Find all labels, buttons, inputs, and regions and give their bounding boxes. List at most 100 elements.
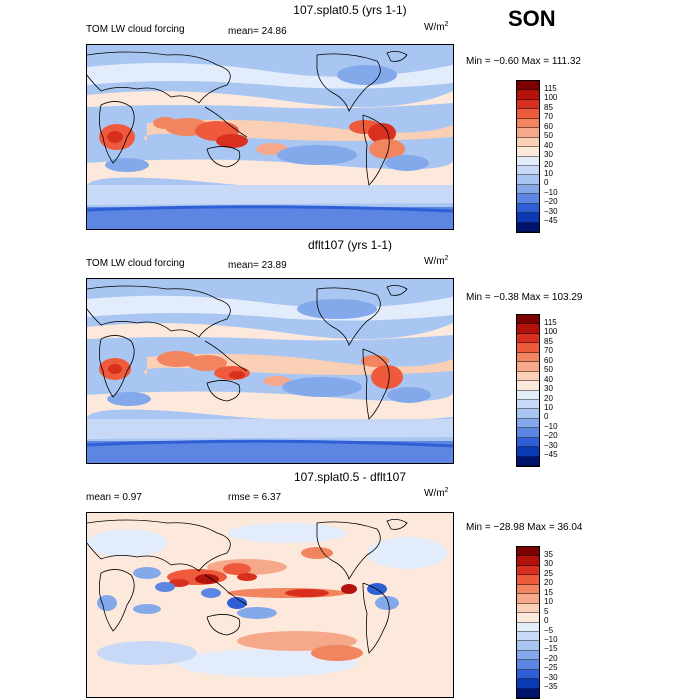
colorbar-swatch bbox=[517, 679, 539, 689]
panel-3-rmse: rmse = 6.37 bbox=[228, 492, 282, 503]
panel-1-title: 107.splat0.5 (yrs 1-1) bbox=[293, 3, 407, 17]
colorbar-swatch bbox=[517, 90, 539, 100]
colorbar-tick-label: −20 bbox=[544, 653, 558, 663]
colorbar-swatch bbox=[517, 175, 539, 185]
colorbar-tick-label: 0 bbox=[544, 412, 549, 422]
panel-1-colorbar-labels: 115 100 85 70 60 50 40 30 20 10 0 −10 −20 −30 −45 bbox=[544, 84, 558, 226]
panel-3-colorbar-labels: 35 30 25 20 15 10 5 0 −5 −10 −15 −20 −25 −30 −35 bbox=[544, 550, 558, 692]
colorbar-tick-label: 100 bbox=[544, 327, 558, 337]
colorbar-tick-label: −10 bbox=[544, 421, 558, 431]
colorbar-swatch bbox=[517, 156, 539, 166]
panel-2-title: dflt107 (yrs 1-1) bbox=[307, 238, 393, 252]
colorbar-swatch bbox=[517, 109, 539, 119]
colorbar-swatch bbox=[517, 669, 539, 680]
colorbar-swatch bbox=[517, 575, 539, 585]
colorbar-tick-label: 40 bbox=[544, 374, 553, 384]
colorbar-swatch bbox=[517, 343, 539, 353]
season-label: SON bbox=[508, 6, 556, 31]
colorbar-swatch bbox=[517, 184, 539, 195]
colorbar-tick-label: −20 bbox=[544, 197, 558, 207]
panel-1-variable-label: TOM LW cloud forcing bbox=[86, 24, 185, 35]
colorbar-tick-label: 50 bbox=[544, 365, 553, 375]
colorbar-swatch bbox=[517, 437, 539, 448]
colorbar-tick-label: −5 bbox=[544, 625, 554, 635]
colorbar-tick-label: 20 bbox=[544, 393, 553, 403]
panel-2-minmax: Min = −0.38 Max = 103.29 bbox=[466, 292, 583, 303]
colorbar-swatch bbox=[517, 333, 539, 344]
colorbar-swatch bbox=[517, 324, 539, 334]
colorbar-swatch bbox=[517, 660, 539, 670]
colorbar-swatch bbox=[517, 650, 539, 661]
colorbar-swatch bbox=[517, 547, 539, 557]
colorbar-swatch bbox=[517, 622, 539, 632]
colorbar-tick-label: 10 bbox=[544, 168, 553, 178]
colorbar-swatch bbox=[517, 315, 539, 325]
colorbar-tick-label: 20 bbox=[544, 578, 553, 588]
colorbar-swatch bbox=[517, 613, 539, 623]
colorbar-tick-label: −45 bbox=[544, 450, 558, 460]
panel-3-colorbar bbox=[516, 546, 540, 699]
colorbar-swatch bbox=[517, 81, 539, 91]
colorbar-tick-label: 100 bbox=[544, 93, 558, 103]
colorbar-swatch bbox=[517, 399, 539, 410]
panel-2-colorbar bbox=[516, 314, 540, 467]
colorbar-tick-label: 15 bbox=[544, 587, 553, 597]
panel-1-minmax: Min = −0.60 Max = 111.32 bbox=[466, 56, 581, 67]
colorbar-tick-label: 20 bbox=[544, 159, 553, 169]
colorbar-swatch bbox=[517, 194, 539, 204]
colorbar-swatch bbox=[517, 165, 539, 176]
colorbar-tick-label: 10 bbox=[544, 402, 553, 412]
colorbar-swatch bbox=[517, 390, 539, 400]
colorbar-tick-label: 25 bbox=[544, 568, 553, 578]
colorbar-swatch bbox=[517, 118, 539, 129]
colorbar-swatch bbox=[517, 584, 539, 595]
panel-3-map bbox=[86, 512, 454, 698]
colorbar-tick-label: 30 bbox=[544, 150, 553, 160]
colorbar-tick-label: −30 bbox=[544, 672, 558, 682]
colorbar-tick-label: −30 bbox=[544, 440, 558, 450]
colorbar-swatch bbox=[517, 688, 539, 698]
colorbar-swatch bbox=[517, 352, 539, 363]
colorbar-swatch bbox=[517, 362, 539, 372]
panel-2-units: W/m2 bbox=[424, 255, 449, 267]
colorbar-swatch bbox=[517, 556, 539, 566]
colorbar-tick-label: 10 bbox=[544, 597, 553, 607]
colorbar-swatch bbox=[517, 128, 539, 138]
colorbar-swatch bbox=[517, 641, 539, 651]
panel-1-mean: mean= 24.86 bbox=[228, 26, 287, 37]
panel-3-title: 107.splat0.5 - dflt107 bbox=[293, 470, 407, 484]
panel-1-map bbox=[86, 44, 454, 230]
colorbar-swatch bbox=[517, 222, 539, 232]
colorbar-tick-label: 0 bbox=[544, 616, 549, 626]
colorbar-tick-label: 35 bbox=[544, 550, 553, 559]
panel-3-units: W/m2 bbox=[424, 487, 449, 499]
colorbar-tick-label: 85 bbox=[544, 102, 553, 112]
colorbar-tick-label: −30 bbox=[544, 206, 558, 216]
panel-1-units: W/m2 bbox=[424, 21, 449, 33]
colorbar-swatch bbox=[517, 147, 539, 157]
panel-1-colorbar bbox=[516, 80, 540, 233]
colorbar-swatch bbox=[517, 203, 539, 214]
colorbar-swatch bbox=[517, 418, 539, 429]
colorbar-swatch bbox=[517, 594, 539, 604]
panel-2-mean: mean= 23.89 bbox=[228, 260, 287, 271]
colorbar-tick-label: 40 bbox=[544, 140, 553, 150]
panel-2-map bbox=[86, 278, 454, 464]
colorbar-tick-label: 70 bbox=[544, 346, 553, 356]
colorbar-swatch bbox=[517, 456, 539, 466]
colorbar-swatch bbox=[517, 631, 539, 642]
colorbar-tick-label: 115 bbox=[544, 84, 557, 93]
colorbar-tick-label: −10 bbox=[544, 187, 558, 197]
panel-3-mean: mean = 0.97 bbox=[86, 492, 142, 503]
colorbar-tick-label: 70 bbox=[544, 112, 553, 122]
colorbar-tick-label: 50 bbox=[544, 131, 553, 141]
colorbar-tick-label: 30 bbox=[544, 384, 553, 394]
colorbar-swatch bbox=[517, 565, 539, 576]
colorbar-tick-label: −35 bbox=[544, 682, 558, 692]
panel-2-variable-label: TOM LW cloud forcing bbox=[86, 258, 185, 269]
colorbar-swatch bbox=[517, 381, 539, 391]
panel-2-colorbar-labels: 115 100 85 70 60 50 40 30 20 10 0 −10 −20 −30 −45 bbox=[544, 318, 558, 460]
colorbar-tick-label: 0 bbox=[544, 178, 549, 188]
colorbar-swatch bbox=[517, 99, 539, 110]
colorbar-tick-label: 60 bbox=[544, 355, 553, 365]
